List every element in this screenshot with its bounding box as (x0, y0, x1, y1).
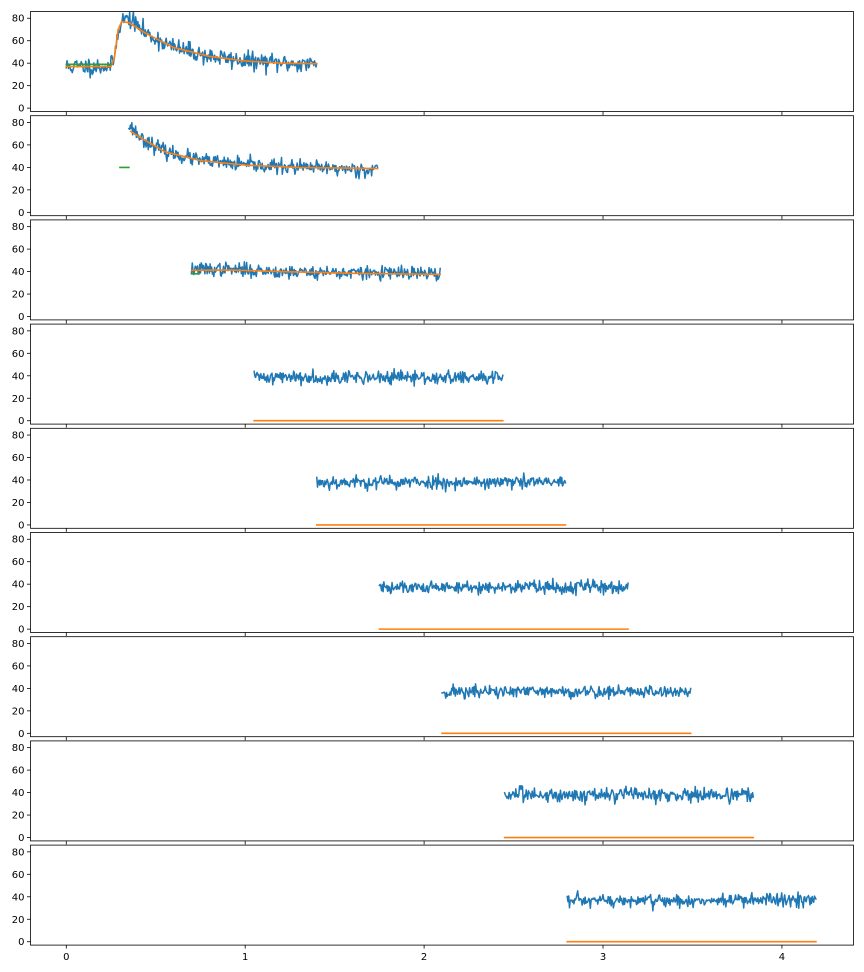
y-tick-label: 40 (12, 475, 25, 486)
y-tick-label: 20 (12, 394, 25, 405)
x-tick-label: 3 (600, 952, 606, 963)
y-tick-label: 0 (18, 312, 24, 323)
y-tick-label: 60 (12, 245, 25, 256)
series-fit-line (190, 269, 442, 276)
y-tick-label: 80 (12, 14, 25, 25)
y-tick-label: 20 (12, 915, 25, 926)
y-tick-label: 20 (12, 290, 25, 301)
y-tick-label: 40 (12, 163, 25, 174)
panel-data (378, 577, 629, 630)
panel-data (441, 683, 692, 735)
panel-5: 0 20 40 60 80 (12, 427, 854, 532)
y-tick-label: 0 (18, 937, 24, 948)
panel-1: 0 20 40 60 80 (12, 11, 854, 115)
y-tick-label: 0 (18, 833, 24, 844)
series-signal-line (378, 577, 629, 597)
x-tick-label: 0 (63, 952, 69, 963)
x-tick-label: 2 (421, 952, 427, 963)
y-tick-label: 20 (12, 706, 25, 717)
axes-frame (30, 323, 854, 425)
series-signal-line (441, 683, 692, 701)
y-tick-label: 0 (18, 416, 24, 427)
series-signal-line (190, 261, 442, 282)
y-tick-label: 40 (12, 684, 25, 695)
y-tick-label: 20 (12, 602, 25, 613)
series-fit-line (65, 20, 318, 68)
y-tick-label: 0 (18, 729, 24, 740)
y-tick-label: 60 (12, 453, 25, 464)
series-signal-line (253, 367, 504, 387)
series-fit-line (129, 130, 379, 170)
y-tick-label: 0 (18, 520, 24, 531)
panel-data (566, 890, 817, 943)
y-tick-label: 40 (12, 267, 25, 278)
y-tick-label: 20 (12, 498, 25, 509)
y-tick-label: 80 (12, 222, 25, 233)
y-tick-label: 0 (18, 104, 24, 115)
panel-8: 0 20 40 60 80 (12, 740, 854, 845)
panel-4: 0 20 40 60 80 (12, 323, 854, 428)
axes-frame (30, 844, 854, 946)
y-tick-label: 80 (12, 326, 25, 337)
axes-frame (30, 219, 854, 321)
y-tick-label: 60 (12, 766, 25, 777)
y-tick-label: 60 (12, 557, 25, 568)
panel-data (253, 367, 504, 422)
y-tick-label: 80 (12, 743, 25, 754)
panels: 0204060800204060800204060800204060800204… (12, 11, 854, 963)
panel-6: 0 20 40 60 80 (12, 532, 854, 636)
panel-data (190, 261, 442, 282)
y-tick-label: 60 (12, 140, 25, 151)
axes-frame (30, 427, 854, 529)
y-tick-label: 60 (12, 349, 25, 360)
y-tick-label: 60 (12, 870, 25, 881)
y-tick-label: 80 (12, 639, 25, 650)
y-tick-label: 20 (12, 811, 25, 822)
y-tick-label: 80 (12, 535, 25, 546)
y-tick-label: 60 (12, 661, 25, 672)
panel-data (119, 121, 379, 180)
x-tick-label: 1 (242, 952, 248, 963)
panel-9: 0 20 40 60 80 0 1 2 3 4 (12, 844, 854, 963)
y-tick-label: 40 (12, 580, 25, 591)
y-tick-label: 0 (18, 208, 24, 219)
axes-frame (30, 115, 854, 217)
y-tick-label: 20 (12, 81, 25, 92)
axes-frame (30, 532, 854, 633)
panel-data (315, 472, 567, 526)
y-tick-label: 0 (18, 625, 24, 636)
y-tick-label: 80 (12, 118, 25, 129)
panel-data (65, 11, 318, 79)
y-tick-label: 20 (12, 185, 25, 196)
panel-data (503, 785, 755, 839)
y-tick-label: 40 (12, 371, 25, 382)
series-signal-line (566, 890, 817, 912)
panel-3: 0 20 40 60 80 (12, 219, 854, 324)
axes-frame (30, 636, 854, 738)
y-tick-label: 80 (12, 431, 25, 442)
series-signal-line (65, 11, 318, 79)
series-signal-line (503, 785, 755, 806)
series-signal-line (315, 472, 567, 493)
y-tick-label: 40 (12, 788, 25, 799)
y-tick-label: 40 (12, 59, 25, 70)
y-tick-label: 60 (12, 36, 25, 47)
panel-2: 0 20 40 60 80 (12, 115, 854, 220)
panel-7: 0 20 40 60 80 (12, 636, 854, 741)
x-tick-label: 4 (779, 952, 785, 963)
y-tick-label: 80 (12, 847, 25, 858)
axes-frame (30, 740, 854, 842)
axes-frame (30, 11, 854, 112)
y-tick-label: 40 (12, 892, 25, 903)
